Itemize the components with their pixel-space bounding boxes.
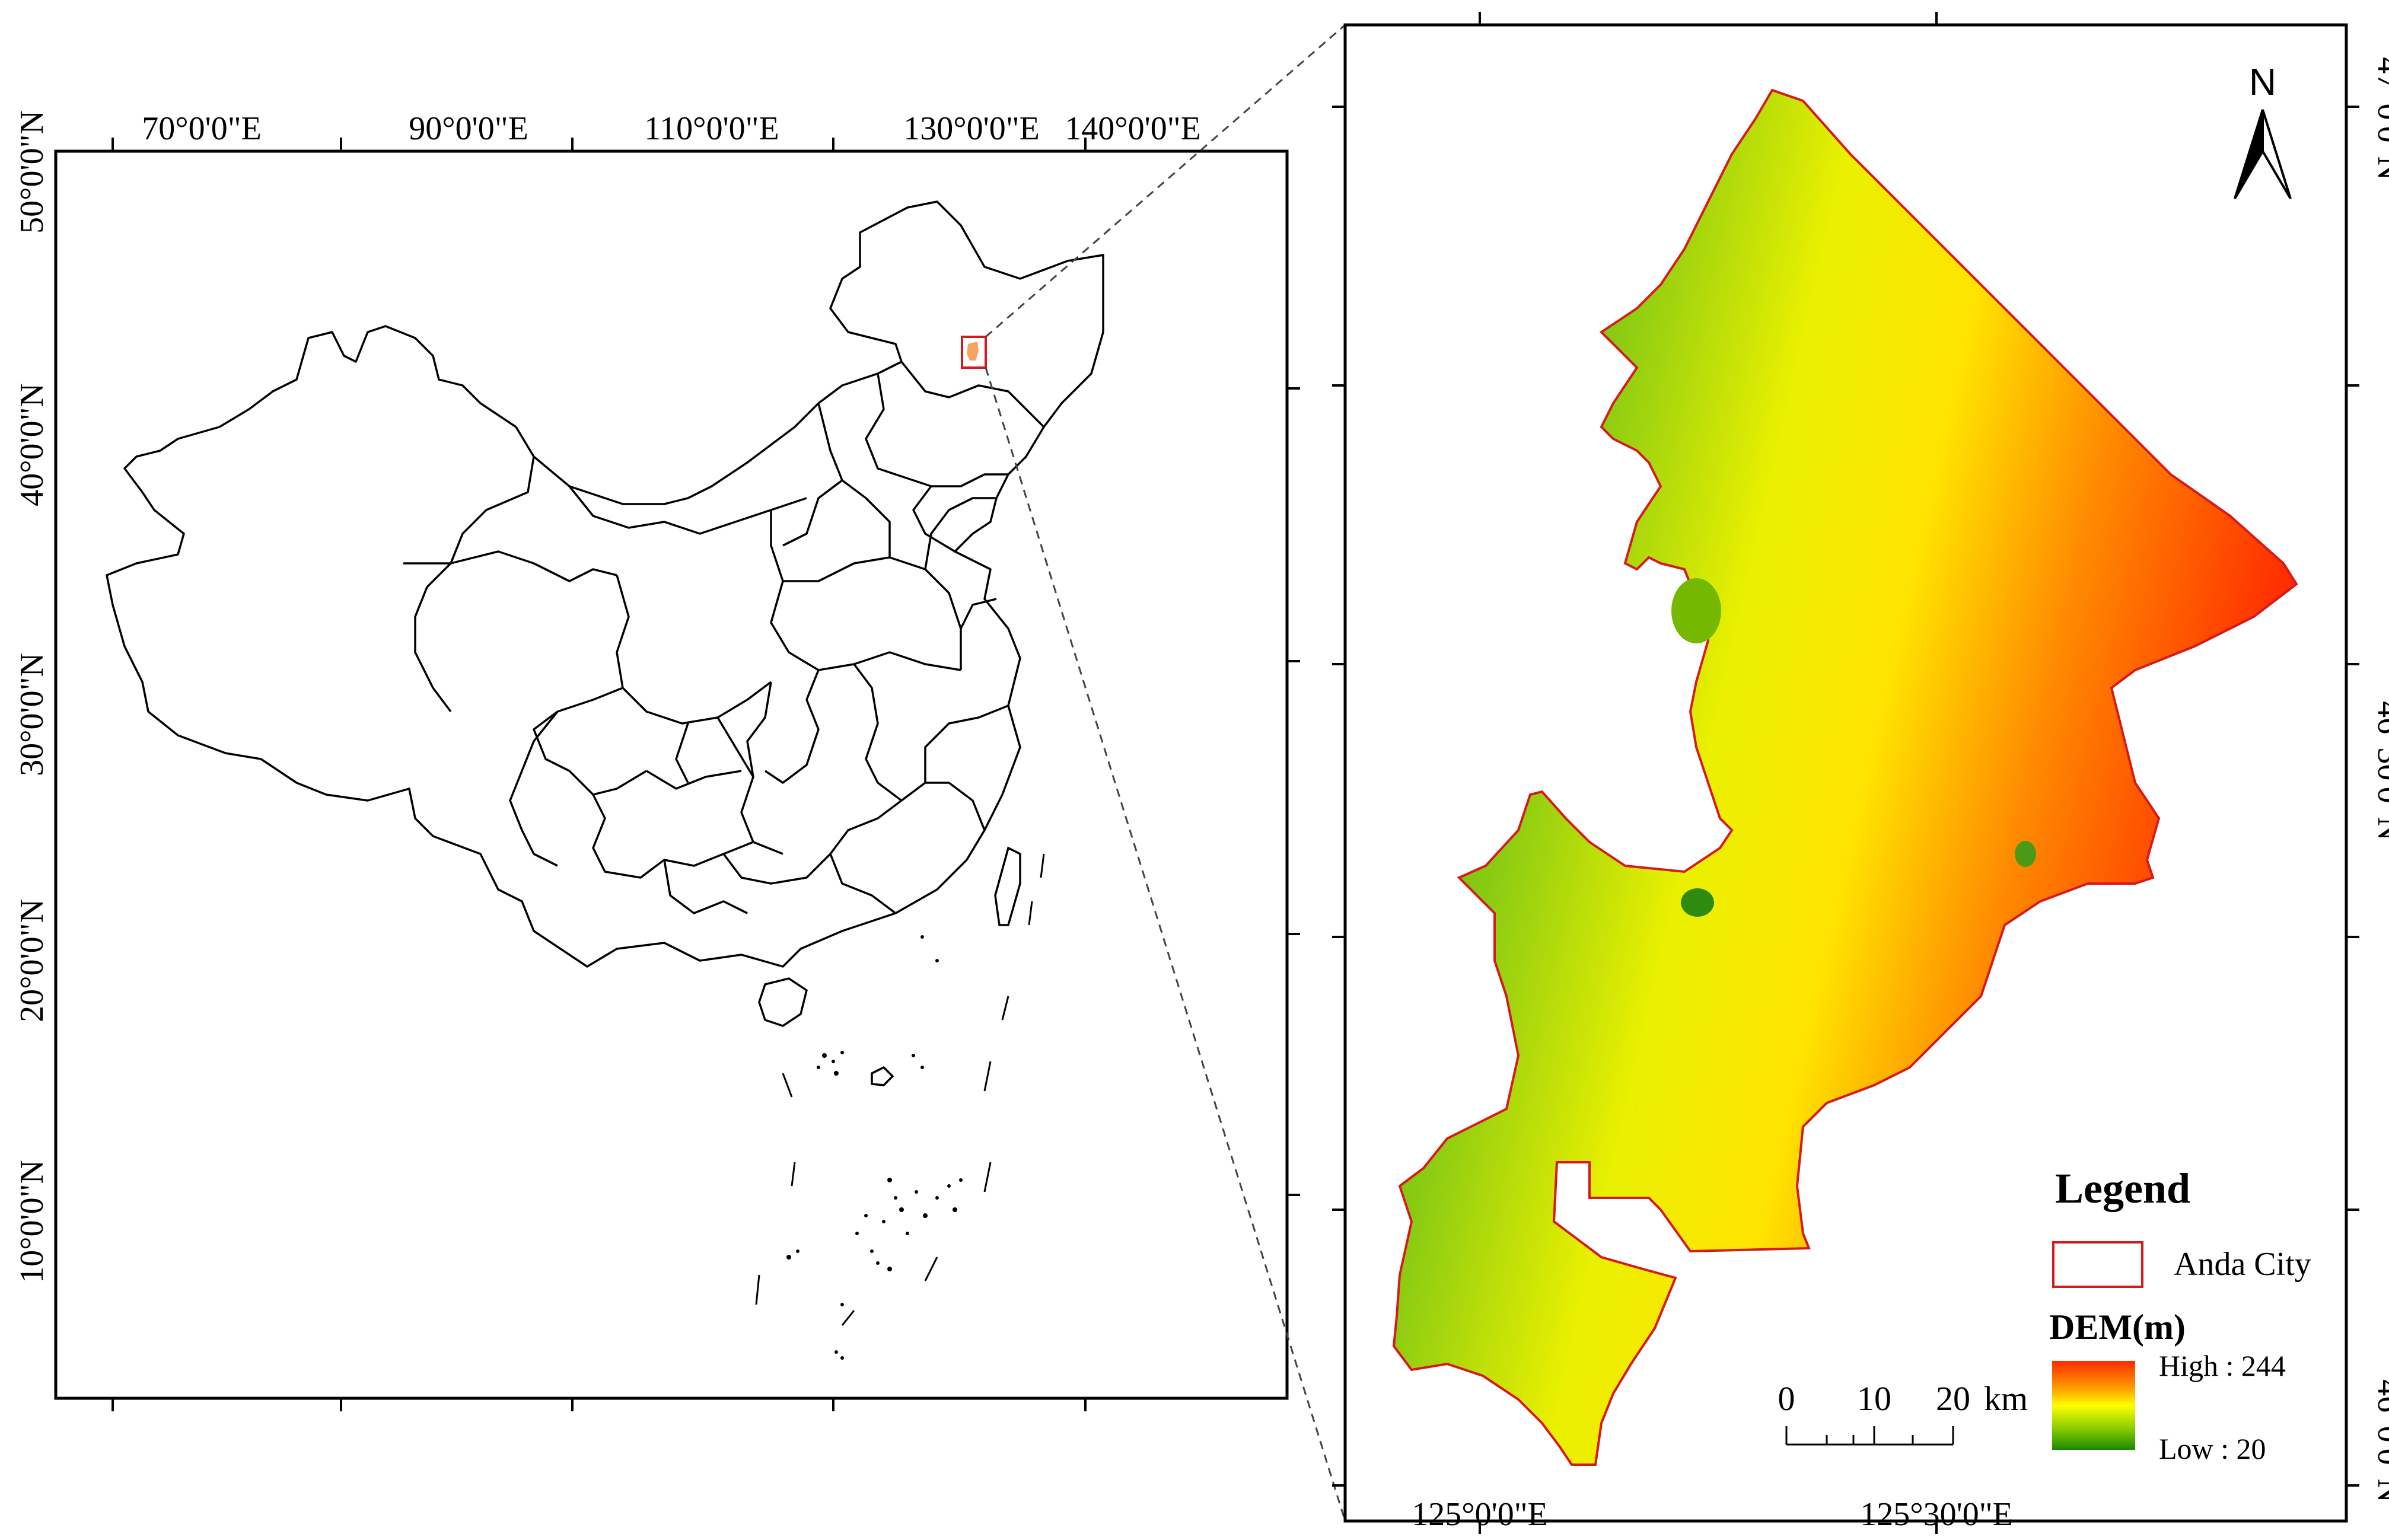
legend-high-label: High : 244 [2159,1349,2286,1382]
lake-north [1671,578,1721,643]
china-boundary-outline [106,200,1104,968]
lon-label-125-30e: 125°30'0"E [1860,1496,2013,1533]
left-lon-labels: 70°0'0"E 90°0'0"E 110°0'0"E 130°0'0"E 14… [142,110,1201,147]
legend-dem-title: DEM(m) [2049,1308,2186,1347]
scale-tick-0: 0 [1778,1379,1795,1418]
anda-location-shape [967,342,979,361]
south-sea-islands [786,935,963,1360]
lon-label-70e: 70°0'0"E [142,110,262,147]
legend-boundary-label: Anda City [2174,1246,2311,1283]
scale-unit: km [1984,1379,2028,1418]
right-map-ticks [1332,12,2359,1534]
lat-label-50n: 50°0'0"N [14,110,50,234]
north-label: N [2249,60,2276,103]
lake-small [2015,841,2036,867]
right-lat-labels: 47°0'0"N 46°30'0"N 46°0'0"N [2371,57,2389,1503]
lat-label-47n: 47°0'0"N [2371,57,2389,180]
china-overview-map: 70°0'0"E 90°0'0"E 110°0'0"E 130°0'0"E 14… [14,110,1300,1411]
right-lon-labels: 125°0'0"E 125°30'0"E [1412,1496,2013,1533]
lon-label-130e: 130°0'0"E [903,110,1040,147]
lon-label-90e: 90°0'0"E [409,110,528,147]
legend-low-label: Low : 20 [2159,1432,2266,1465]
legend: Legend Anda City DEM(m) High : 244 Low :… [2049,1165,2311,1465]
south-sea-boundary-segments [755,853,1045,1326]
scale-bar: 0 10 20 km [1778,1379,2028,1446]
legend-dem-ramp [2052,1361,2135,1450]
lon-label-125e: 125°0'0"E [1412,1496,1548,1533]
left-lat-labels: 50°0'0"N 40°0'0"N 30°0'0"N 20°0'0"N 10°0… [14,110,50,1283]
zoom-connector-lines [985,24,1346,1522]
lon-label-110e: 110°0'0"E [644,110,779,147]
anda-dem-map: 47°0'0"N 46°30'0"N 46°0'0"N 125°0'0"E 12… [1332,12,2389,1534]
left-map-top-ticks [112,138,1300,1411]
scale-bar-lines [1785,1426,1954,1446]
legend-title: Legend [2055,1165,2190,1212]
anda-city-dem-raster [1392,88,2298,1466]
lat-label-46-30n: 46°30'0"N [2371,701,2389,841]
left-map-frame [54,149,1289,1400]
china-islands [758,846,1021,1086]
lon-label-140e: 140°0'0"E [1065,110,1201,147]
legend-boundary-swatch [2052,1241,2143,1288]
scale-tick-10: 10 [1857,1379,1891,1418]
lat-label-40n: 40°0'0"N [14,383,50,506]
scale-tick-20: 20 [1936,1379,1970,1418]
lat-label-10n: 10°0'0"N [14,1160,50,1283]
lat-label-46n: 46°0'0"N [2371,1379,2389,1503]
north-arrow: N [2234,60,2292,200]
anda-location-box [961,336,987,369]
lake-south [1681,888,1714,917]
lat-label-30n: 30°0'0"N [14,653,50,776]
lat-label-20n: 20°0'0"N [14,899,50,1022]
